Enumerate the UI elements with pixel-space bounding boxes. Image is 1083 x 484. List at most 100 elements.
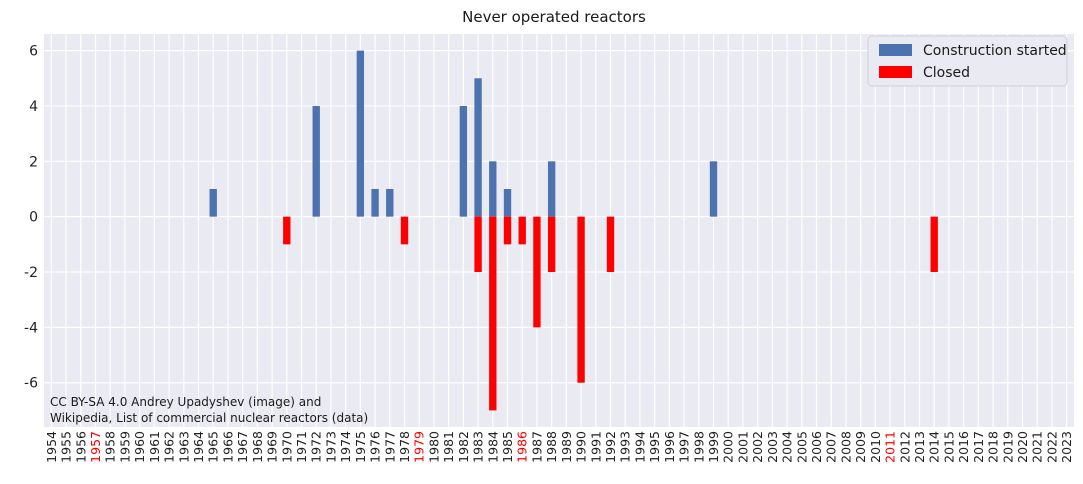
bar-closed-1986: [518, 216, 526, 245]
x-tick-label: 1956: [73, 431, 88, 463]
x-tick-label: 1987: [529, 431, 544, 463]
x-tick-label: 1983: [471, 431, 486, 463]
x-tick-label: 1990: [574, 431, 589, 463]
plot-background: [44, 34, 1074, 427]
x-tick-label: 2023: [1059, 431, 1074, 463]
y-tick-label: -6: [24, 376, 38, 392]
y-tick-label: 4: [29, 99, 38, 115]
x-tick-label: 1969: [265, 431, 280, 463]
bar-construction-started-1999: [709, 161, 718, 217]
bar-closed-1990: [577, 216, 585, 383]
x-tick-label: 1989: [559, 431, 574, 463]
bar-closed-1978: [400, 216, 409, 245]
bar-construction-started-1975: [356, 50, 365, 217]
legend-swatch-closed: [879, 66, 912, 78]
x-tick-label: 2011: [883, 431, 898, 463]
x-tick-label: 1958: [103, 431, 118, 463]
x-tick-label: 2004: [780, 431, 795, 463]
x-tick-label: 2017: [971, 431, 986, 463]
y-tick-label: -4: [24, 320, 38, 336]
x-tick-label: 1961: [147, 431, 162, 463]
x-tick-label: 1980: [426, 431, 441, 463]
bar-construction-started-1976: [371, 188, 379, 217]
x-tick-label: 2014: [927, 431, 942, 463]
bar-closed-2014: [930, 216, 938, 273]
chart-title: Never operated reactors: [462, 8, 646, 26]
bar-construction-started-1985: [503, 188, 512, 217]
x-tick-label: 1955: [59, 431, 74, 463]
x-tick-label: 1973: [323, 431, 338, 463]
legend: Construction started Closed: [867, 35, 1068, 87]
x-tick-label: 2013: [912, 431, 927, 463]
x-tick-label: 2020: [1015, 431, 1030, 463]
bar-closed-1984: [489, 216, 497, 411]
bars: [209, 50, 938, 411]
y-tick-label: 0: [29, 210, 38, 226]
x-tick-label: 1982: [456, 431, 471, 463]
x-tick-label: 1994: [632, 431, 647, 463]
bar-closed-1988: [547, 216, 556, 273]
x-tick-label: 1971: [294, 431, 309, 463]
x-tick-label: 1999: [706, 431, 721, 463]
x-tick-label: 1997: [677, 431, 692, 463]
x-tick-label: 1960: [132, 431, 147, 463]
x-tick-label: 1968: [250, 431, 265, 463]
x-tick-label: 2015: [941, 431, 956, 463]
bar-construction-started-1972: [312, 105, 320, 217]
x-tick-label: 1975: [353, 431, 368, 463]
x-tick-label: 1957: [88, 431, 103, 463]
x-tick-label: 1977: [382, 431, 397, 463]
x-tick-label: 1970: [279, 431, 294, 463]
x-tick-label: 2022: [1044, 431, 1059, 463]
x-tick-label: 2021: [1030, 431, 1045, 463]
x-tick-label: 1972: [309, 431, 324, 463]
x-tick-label: 1979: [412, 431, 427, 463]
x-tick-label: 1981: [441, 431, 456, 463]
x-tick-label: 1954: [44, 431, 59, 463]
x-tick-label: 2008: [838, 431, 853, 463]
legend-swatch-construction-started: [879, 44, 912, 56]
legend-label-closed: Closed: [923, 65, 970, 81]
bar-closed-1992: [606, 216, 615, 273]
x-tick-label: 2001: [735, 431, 750, 463]
credit-line-2: Wikipedia, List of commercial nuclear re…: [50, 411, 368, 425]
grid: [44, 34, 1074, 427]
y-axis-ticks: 6 4 2 0 -2 -4 -6: [24, 44, 38, 392]
bar-construction-started-1988: [547, 161, 556, 217]
x-tick-label: 2012: [897, 431, 912, 463]
x-tick-label: 1986: [515, 431, 530, 463]
x-tick-label: 1978: [397, 431, 412, 463]
legend-box: [867, 35, 1068, 87]
x-tick-label: 1992: [603, 431, 618, 463]
bar-closed-1985: [503, 216, 512, 245]
x-tick-label: 1976: [368, 431, 383, 463]
x-tick-label: 1974: [338, 431, 353, 463]
x-tick-label: 1959: [117, 431, 132, 463]
bar-construction-started-1965: [209, 188, 217, 217]
x-tick-label: 1995: [647, 431, 662, 463]
x-tick-label: 2005: [794, 431, 809, 463]
bar-construction-started-1984: [489, 161, 497, 217]
x-tick-label: 2007: [824, 431, 839, 463]
bar-closed-1983: [474, 216, 482, 273]
x-tick-label: 1984: [485, 431, 500, 463]
y-tick-label: -2: [24, 265, 38, 281]
credit-annotation: CC BY-SA 4.0 Andrey Upadyshev (image) an…: [50, 395, 368, 425]
x-axis-ticks: 1954 1955 1956 1957 1958 1959 1960 1961 1962 1963…: [44, 431, 1074, 463]
x-tick-label: 2018: [986, 431, 1001, 463]
x-tick-label: 1988: [544, 431, 559, 463]
x-tick-label: 2016: [956, 431, 971, 463]
x-tick-label: 1965: [206, 431, 221, 463]
x-tick-label: 1964: [191, 431, 206, 463]
x-tick-label: 1962: [162, 431, 177, 463]
x-tick-label: 2000: [721, 431, 736, 463]
x-tick-label: 2002: [750, 431, 765, 463]
bar-closed-1987: [533, 216, 541, 328]
x-tick-label: 2009: [853, 431, 868, 463]
bar-construction-started-1982: [459, 105, 468, 217]
x-tick-label: 1998: [691, 431, 706, 463]
y-tick-label: 2: [29, 154, 38, 170]
x-tick-label: 1966: [220, 431, 235, 463]
y-tick-label: 6: [29, 44, 38, 60]
